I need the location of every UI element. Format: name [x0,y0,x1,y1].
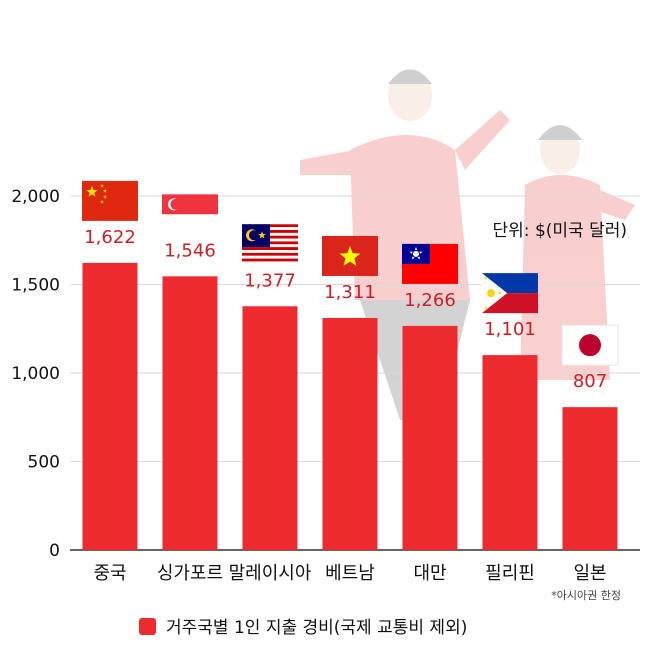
data-label: 1,546 [164,240,216,261]
x-tick-label: 대만 [413,563,446,584]
unit-note: 단위: $(미국 달러) [493,221,627,241]
bar [162,276,218,550]
legend-swatch [139,618,156,635]
data-label: 807 [573,371,607,392]
taiwan-flag [402,243,458,284]
x-tick-label: 일본 [573,563,606,584]
bar [322,317,378,550]
bars [82,262,618,550]
singapore-flag [162,194,218,235]
x-tick-label: 말레이시아 [229,563,312,584]
y-tick-label: 500 [28,453,60,473]
malaysia-flag [242,224,298,265]
y-axis: 0 500 1,000 1,500 2,000 [11,187,60,561]
y-tick-label: 2,000 [11,187,60,207]
y-tick-label: 0 [49,541,60,561]
flags [82,180,619,366]
x-tick-label: 싱가포르 [157,563,223,584]
data-label: 1,311 [324,282,376,303]
y-tick-label: 1,500 [11,276,60,296]
vietnam-flag [322,235,378,276]
legend-label: 거주국별 1인 지출 경비(국제 교통비 제외) [166,618,467,638]
legend: 거주국별 1인 지출 경비(국제 교통비 제외) [139,618,467,638]
x-tick-label: 중국 [93,563,126,584]
bar [482,355,538,550]
bar [562,407,618,550]
footnote: *아시아권 한정 [551,589,621,602]
data-label: 1,377 [244,270,296,291]
japan-flag [561,324,619,366]
philippines-flag [482,273,538,314]
data-label: 1,101 [484,319,536,340]
x-tick-label: 베트남 [325,563,375,584]
x-tick-label: 필리핀 [485,563,535,584]
data-label: 1,266 [404,290,456,311]
china-flag [82,180,138,221]
bar [82,262,138,550]
data-label: 1,622 [84,227,136,248]
y-tick-label: 1,000 [11,364,60,384]
x-axis: 중국 싱가포르 말레이시아 베트남 대만 필리핀 일본 [93,563,606,584]
bar [242,306,298,550]
bar [402,325,458,550]
value-labels: 1,622 1,546 1,377 1,311 1,266 1,101 807 [84,227,607,392]
